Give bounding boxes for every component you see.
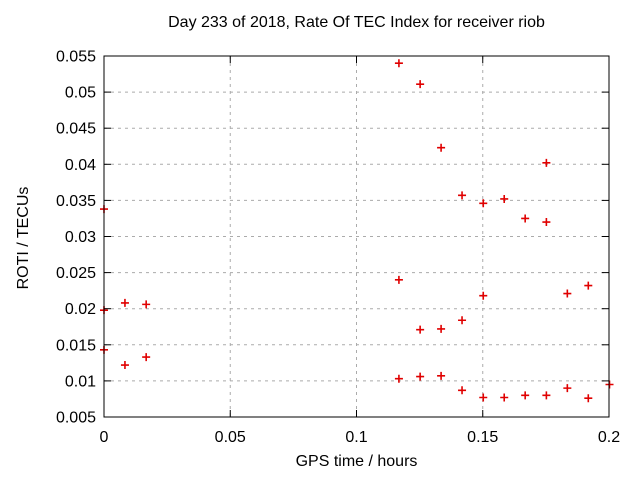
data-point-marker	[142, 353, 151, 362]
y-tick-label: 0.005	[56, 410, 96, 427]
data-point-marker	[500, 393, 509, 402]
data-point-marker	[458, 386, 467, 395]
data-point-marker	[479, 393, 488, 402]
y-tick-label: 0.04	[65, 157, 96, 174]
data-point-marker	[458, 316, 467, 325]
data-point-marker	[416, 325, 425, 334]
data-point-marker	[605, 380, 614, 389]
x-tick-label: 0.2	[598, 429, 620, 446]
data-point-marker	[458, 191, 467, 200]
data-point-marker	[416, 80, 425, 89]
y-tick-label: 0.025	[56, 265, 96, 282]
data-point-marker	[394, 59, 403, 68]
y-tick-label: 0.015	[56, 337, 96, 354]
data-point-marker	[437, 324, 446, 333]
data-point-marker	[479, 199, 488, 208]
data-point-marker	[563, 384, 572, 393]
data-point-marker	[120, 298, 129, 307]
data-point-marker	[437, 143, 446, 152]
y-tick-label: 0.045	[56, 121, 96, 138]
data-point-marker	[479, 291, 488, 300]
x-tick-label: 0	[100, 429, 109, 446]
x-tick-label: 0.15	[467, 429, 498, 446]
y-tick-label: 0.035	[56, 193, 96, 210]
data-point-marker	[120, 361, 129, 370]
x-axis-label: GPS time / hours	[295, 453, 418, 470]
chart-title: Day 233 of 2018, Rate Of TEC Index for r…	[168, 14, 545, 31]
data-point-marker	[394, 374, 403, 383]
data-point-marker	[542, 391, 551, 400]
data-point-marker	[142, 300, 151, 309]
data-point-marker	[542, 218, 551, 227]
y-tick-label: 0.02	[65, 301, 96, 318]
y-tick-label: 0.055	[56, 49, 96, 66]
data-point-marker	[394, 275, 403, 284]
x-tick-label: 0.1	[345, 429, 367, 446]
data-point-marker	[521, 214, 530, 223]
data-point-marker	[584, 394, 593, 403]
y-tick-label: 0.05	[65, 85, 96, 102]
data-point-marker	[584, 281, 593, 290]
data-point-marker	[416, 372, 425, 381]
data-point-marker	[500, 194, 509, 203]
data-point-marker	[521, 391, 530, 400]
data-point-marker	[437, 371, 446, 380]
data-point-marker	[563, 289, 572, 298]
y-tick-label: 0.03	[65, 229, 96, 246]
y-tick-label: 0.01	[65, 373, 96, 390]
x-tick-label: 0.05	[215, 429, 246, 446]
data-point-marker	[542, 158, 551, 167]
